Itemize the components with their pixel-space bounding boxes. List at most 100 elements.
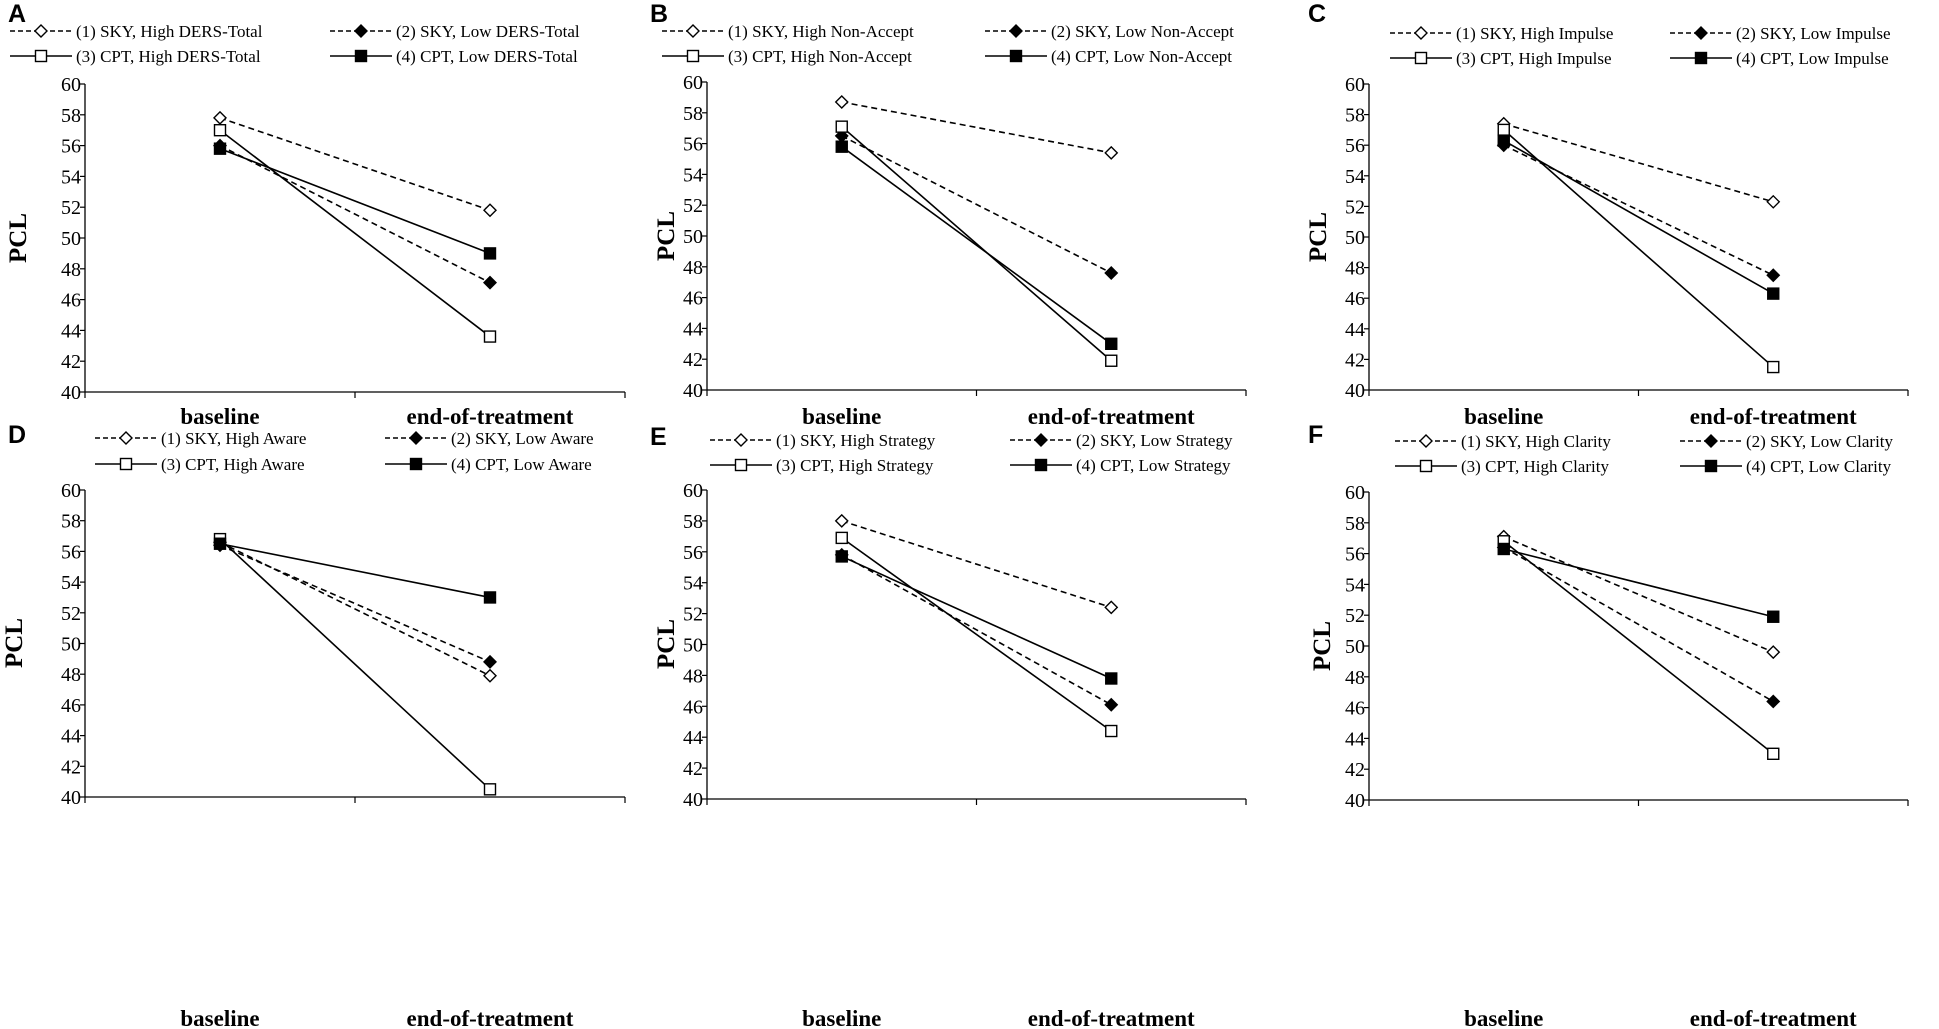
legend-marker: [119, 457, 133, 471]
legend-entry-4: (4) CPT, Low Aware: [385, 455, 592, 474]
y-tick-label: 60: [683, 72, 703, 94]
legend-marker: [1414, 51, 1428, 65]
y-tick-label: 40: [1345, 790, 1365, 812]
y-tick-label: 52: [1345, 605, 1365, 627]
legend-label: (3) CPT, High Aware: [161, 455, 305, 474]
y-tick-label: 58: [1345, 105, 1365, 127]
legend-label: (1) SKY, High Clarity: [1461, 432, 1611, 451]
series-line-2: [841, 554, 1112, 706]
legend-label: (1) SKY, High Aware: [161, 429, 306, 448]
y-tick-label: 56: [1345, 135, 1365, 157]
y-tick-label: 42: [1345, 759, 1365, 781]
x-category-label-0: baseline: [180, 404, 259, 429]
legend-marker: [686, 49, 700, 63]
y-tick-label: 46: [1345, 698, 1365, 720]
y-tick-label: 44: [1345, 319, 1365, 341]
data-point-series-3: [213, 123, 227, 137]
series-line-2: [1503, 546, 1774, 703]
legend-marker: [1694, 51, 1708, 65]
y-tick-label: 46: [61, 695, 81, 717]
y-tick-label: 44: [1345, 728, 1365, 750]
data-point-series-1: [1766, 194, 1781, 209]
legend-entry-2: (2) SKY, Low Clarity: [1680, 432, 1894, 451]
data-point-series-4: [835, 140, 848, 153]
y-tick-label: 50: [61, 634, 81, 656]
series-line-1: [219, 541, 491, 677]
y-axis-label: PCL: [653, 211, 680, 261]
series-line-3: [1503, 129, 1774, 368]
data-point-series-4: [1497, 542, 1510, 556]
y-tick-label: 44: [61, 320, 81, 342]
legend-marker: [1419, 434, 1433, 448]
legend-entry-4: (4) CPT, Low Strategy: [1010, 456, 1231, 475]
data-point-series-3: [1767, 747, 1780, 760]
y-tick-label: 58: [683, 511, 703, 533]
y-tick-label: 54: [61, 166, 81, 188]
legend-marker: [734, 458, 748, 472]
y-tick-label: 46: [683, 696, 703, 718]
legend-label: (3) CPT, High Strategy: [776, 456, 934, 475]
series-line-4: [1503, 548, 1774, 618]
legend-entry-1: (1) SKY, High Impulse: [1390, 24, 1613, 43]
y-tick-label: 52: [61, 603, 81, 625]
legend-entry-4: (4) CPT, Low DERS-Total: [330, 47, 578, 66]
x-category-label-0: baseline: [802, 404, 881, 429]
legend-label: (3) CPT, High Clarity: [1461, 457, 1609, 476]
y-tick-label: 60: [1345, 482, 1365, 504]
panel-letter-F: F: [1308, 421, 1323, 449]
legend-entry-4: (4) CPT, Low Non-Accept: [985, 47, 1232, 66]
legend-entry-3: (3) CPT, High Strategy: [710, 456, 934, 475]
data-point-series-4: [483, 591, 497, 604]
series-line-2: [219, 144, 491, 284]
y-tick-label: 52: [1345, 196, 1365, 218]
legend-label: (3) CPT, High Non-Accept: [728, 47, 912, 66]
y-tick-label: 52: [683, 195, 703, 217]
y-tick-label: 48: [1345, 258, 1365, 280]
x-category-label-1: end-of-treatment: [407, 1006, 574, 1029]
legend-marker: [734, 433, 748, 447]
legend-label: (1) SKY, High DERS-Total: [76, 22, 263, 41]
y-tick-label: 50: [683, 635, 703, 657]
legend-entry-1: (1) SKY, High Strategy: [710, 431, 936, 450]
legend-label: (3) CPT, High Impulse: [1456, 49, 1612, 68]
data-point-series-1: [1104, 145, 1119, 160]
data-point-series-3: [1105, 354, 1118, 367]
legend-entry-2: (2) SKY, Low Aware: [385, 429, 594, 448]
y-tick-label: 56: [61, 136, 81, 158]
legend-label: (4) CPT, Low Clarity: [1746, 457, 1892, 476]
y-tick-label: 56: [1345, 544, 1365, 566]
panel-F: F 40 42 44 46 48 50 52 54 56 58 60 PCL baseline end-of…: [1308, 421, 1909, 1029]
legend-entry-2: (2) SKY, Low Impulse: [1670, 24, 1891, 43]
legend-label: (2) SKY, Low Aware: [451, 429, 594, 448]
y-tick-label: 48: [683, 665, 703, 687]
x-category-label-1: end-of-treatment: [1028, 404, 1195, 429]
legend-entry-3: (3) CPT, High Clarity: [1395, 457, 1609, 476]
legend-marker: [1704, 434, 1718, 448]
y-tick-label: 44: [683, 318, 703, 340]
y-axis-label: PCL: [1305, 212, 1332, 262]
data-point-series-4: [1767, 610, 1780, 623]
x-category-label-0: baseline: [1464, 404, 1543, 429]
data-point-series-2: [1104, 265, 1119, 280]
data-point-series-2: [483, 654, 497, 669]
x-category-label-1: end-of-treatment: [407, 404, 574, 429]
y-tick-label: 46: [683, 288, 703, 310]
data-point-series-3: [483, 330, 497, 343]
data-point-series-4: [1105, 672, 1118, 685]
y-tick-label: 48: [61, 259, 81, 281]
legend-entry-2: (2) SKY, Low DERS-Total: [330, 22, 580, 41]
series-line-1: [841, 520, 1112, 609]
legend-entry-1: (1) SKY, High Aware: [95, 429, 306, 448]
y-tick-label: 54: [1345, 166, 1365, 188]
y-tick-label: 58: [683, 103, 703, 125]
legend-marker: [354, 24, 368, 38]
legend-label: (3) CPT, High DERS-Total: [76, 47, 261, 66]
data-point-series-2: [1104, 697, 1119, 712]
y-tick-label: 54: [683, 164, 703, 186]
legend-marker: [34, 24, 48, 38]
data-point-series-4: [1767, 287, 1780, 300]
panel-letter-E: E: [650, 423, 667, 451]
legend-entry-3: (3) CPT, High Non-Accept: [662, 47, 912, 66]
legend-entry-1: (1) SKY, High Non-Accept: [662, 22, 914, 41]
legend-label: (2) SKY, Low DERS-Total: [396, 22, 580, 41]
